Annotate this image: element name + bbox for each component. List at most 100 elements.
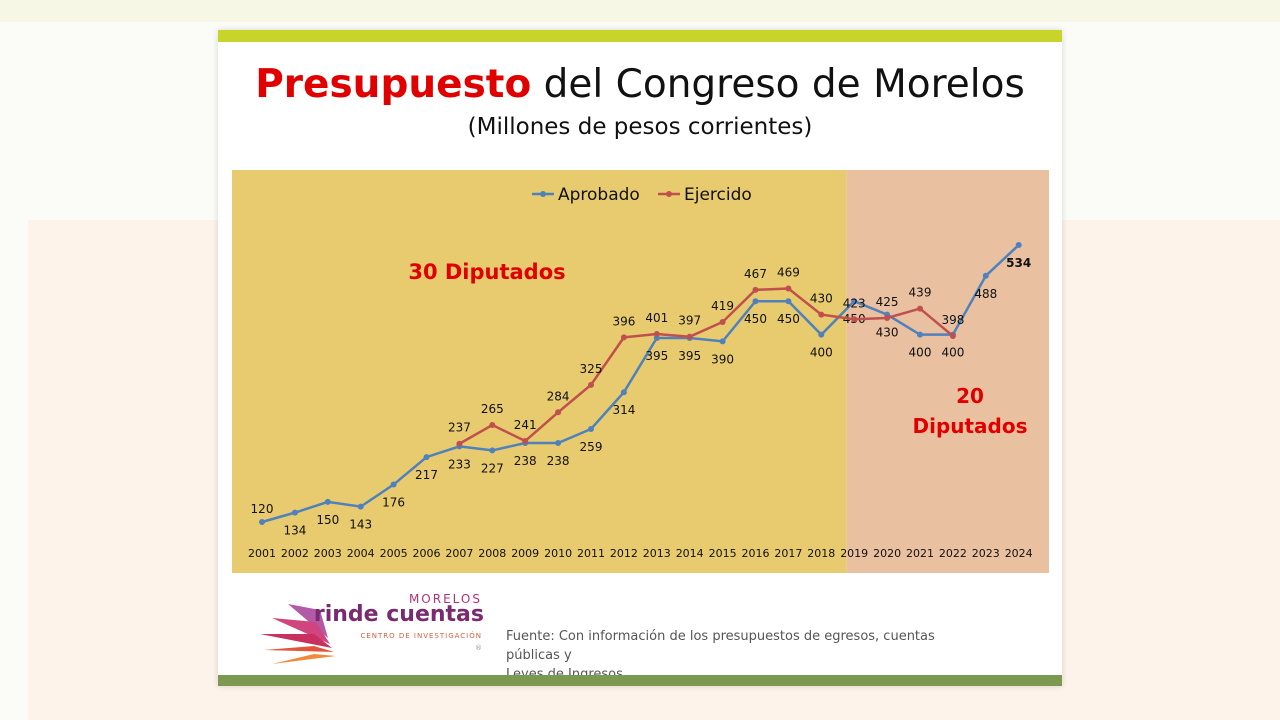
slide: Presupuesto del Congreso de Morelos (Mil…: [218, 30, 1062, 686]
top-bar: [218, 30, 1062, 42]
x-tick-label: 2014: [676, 547, 704, 560]
x-tick-label: 2024: [1005, 547, 1033, 560]
title-highlight: Presupuesto: [255, 62, 532, 107]
data-point-aprobado: [489, 447, 496, 454]
page-title: Presupuesto del Congreso de Morelos: [218, 62, 1062, 107]
x-tick-label: 2013: [643, 547, 671, 560]
data-point-aprobado: [818, 331, 825, 338]
data-point-aprobado: [917, 331, 923, 338]
data-label-aprobado: 395: [645, 349, 668, 363]
data-point-aprobado: [259, 519, 265, 525]
title-rest: del Congreso de Morelos: [531, 62, 1025, 107]
data-label-aprobado: 400: [941, 346, 964, 360]
data-label-aprobado: 134: [283, 524, 306, 538]
data-point-aprobado: [324, 498, 331, 505]
data-point-ejercido: [522, 438, 529, 445]
data-label-aprobado: 176: [382, 496, 405, 510]
data-label-aprobado: 390: [711, 352, 734, 366]
data-label-ejercido: 397: [678, 314, 701, 328]
chart-marks: 2001 2002 2003 2004 2005 2006 2007 2008 2009 2010…: [248, 242, 1033, 560]
legend-aprobado-marker: [540, 191, 546, 197]
x-tick-label: 2021: [906, 547, 934, 560]
x-tick-label: 2023: [972, 547, 1000, 560]
data-point-ejercido: [588, 381, 594, 388]
data-label-aprobado: 259: [580, 440, 603, 454]
data-point-ejercido: [785, 285, 792, 292]
logo-line1: MORELOS: [408, 592, 482, 606]
x-tick-label: 2004: [347, 547, 375, 560]
data-label-ejercido: 284: [547, 389, 570, 403]
data-label-aprobado: 400: [909, 346, 932, 360]
data-label-aprobado: 238: [547, 454, 570, 468]
x-tick-label: 2019: [840, 547, 868, 560]
x-tick-label: 2007: [445, 547, 473, 560]
logo-line2: rinde cuentas: [313, 602, 484, 627]
logo-registered: ®: [475, 644, 482, 652]
data-point-aprobado: [423, 454, 430, 461]
data-label-ejercido: 430: [810, 292, 833, 306]
subtitle: (Millones de pesos corrientes): [467, 114, 813, 140]
x-tick-label: 2015: [709, 547, 737, 560]
data-point-aprobado: [752, 298, 759, 305]
data-point-aprobado: [291, 509, 298, 516]
x-tick-label: 2020: [873, 547, 901, 560]
data-label-ejercido: 439: [909, 286, 932, 300]
legend-aprobado: Aprobado: [558, 185, 640, 205]
data-point-ejercido: [686, 333, 693, 340]
data-point-aprobado: [555, 440, 562, 447]
series-line-aprobado: [261, 244, 1020, 524]
logo-line3: CENTRO DE INVESTIGACIÓN: [360, 632, 482, 640]
data-point-ejercido: [949, 333, 956, 340]
data-label-aprobado: 143: [349, 518, 372, 532]
x-tick-label: 2002: [281, 547, 309, 560]
annotation-20: 20: [956, 384, 984, 408]
x-tick-label: 2012: [610, 547, 638, 560]
bottom-bar: [218, 675, 1062, 686]
data-point-aprobado: [719, 338, 726, 345]
legend: Aprobado Ejercido: [532, 185, 752, 205]
logo-mark-icon: [260, 604, 336, 664]
x-tick-label: 2008: [478, 547, 506, 560]
data-point-ejercido: [456, 440, 463, 447]
x-tick-label: 2001: [248, 547, 276, 560]
legend-ejercido-marker: [666, 191, 672, 197]
data-point-ejercido: [489, 421, 496, 428]
data-label-aprobado: 430: [876, 326, 899, 340]
data-point-aprobado: [390, 481, 397, 488]
background-strip: [0, 0, 1280, 22]
data-label-aprobado: 488: [974, 287, 997, 301]
x-tick-label: 2017: [774, 547, 802, 560]
data-label-aprobado: 217: [415, 468, 438, 482]
data-label-ejercido: 396: [612, 314, 635, 328]
x-tick-label: 2003: [314, 547, 342, 560]
data-label-ejercido: 419: [711, 299, 734, 313]
series-line-ejercido: [458, 287, 954, 445]
data-point-ejercido: [752, 286, 759, 293]
annotation-diputados: Diputados: [912, 414, 1027, 438]
x-tick-label: 2018: [807, 547, 835, 560]
data-point-ejercido: [884, 314, 891, 321]
line-chart: Aprobado Ejercido 30 Diputados 20 Diputa…: [232, 170, 1049, 573]
data-label-ejercido: 241: [514, 418, 537, 432]
annotation-30-diputados: 30 Diputados: [408, 260, 565, 284]
data-point-ejercido: [620, 334, 627, 341]
data-point-ejercido: [818, 311, 825, 318]
data-label-ejercido: 469: [777, 266, 800, 280]
data-point-aprobado: [357, 503, 364, 510]
data-label-aprobado: 534: [1006, 256, 1031, 270]
data-label-aprobado: 314: [612, 403, 635, 417]
data-label-ejercido: 265: [481, 402, 504, 416]
data-point-ejercido: [555, 409, 562, 416]
x-tick-label: 2011: [577, 547, 605, 560]
legend-ejercido: Ejercido: [684, 185, 752, 205]
data-label-aprobado: 400: [810, 346, 833, 360]
data-label-ejercido: 423: [843, 296, 866, 310]
data-point-aprobado: [851, 298, 858, 305]
data-label-ejercido: 398: [941, 313, 964, 327]
data-label-aprobado: 120: [251, 502, 274, 516]
data-label-ejercido: 237: [448, 421, 471, 435]
x-tick-label: 2006: [413, 547, 441, 560]
x-tick-label: 2005: [380, 547, 408, 560]
data-point-aprobado: [1015, 242, 1022, 249]
data-point-ejercido: [719, 318, 726, 325]
